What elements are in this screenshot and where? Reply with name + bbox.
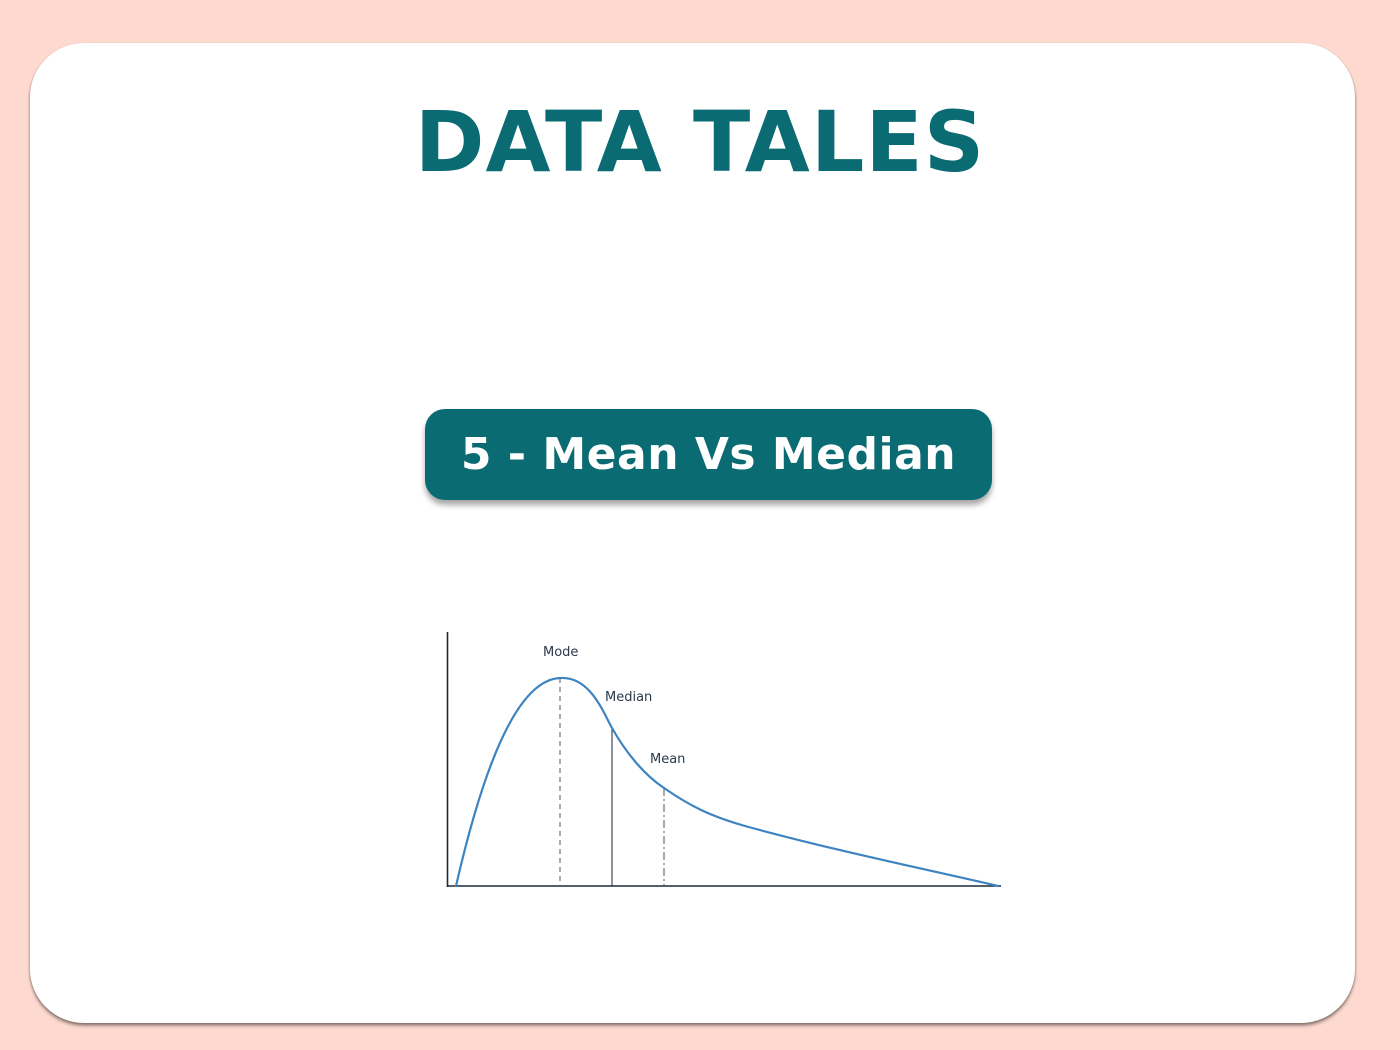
distribution-curve <box>454 676 1000 888</box>
content-card <box>30 43 1355 1023</box>
mean-label: Mean <box>650 752 685 767</box>
topic-badge: 5 - Mean Vs Median <box>425 409 992 500</box>
mode-label: Mode <box>543 645 578 660</box>
median-label: Median <box>605 690 652 705</box>
topic-badge-label: 5 - Mean Vs Median <box>460 429 957 480</box>
page-title: DATA TALES <box>414 93 986 191</box>
